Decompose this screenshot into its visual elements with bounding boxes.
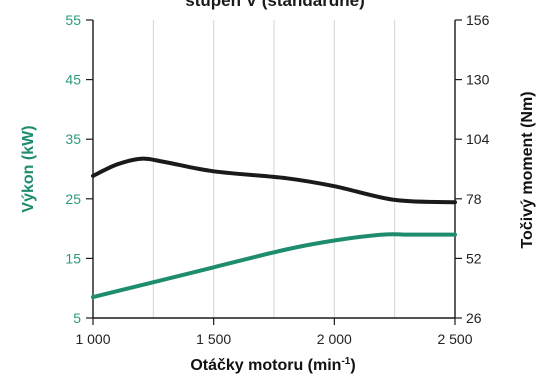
left-tick-label: 45 <box>65 72 81 88</box>
x-axis-label-sup: -1 <box>341 356 350 367</box>
x-tick-label: 1 000 <box>75 331 110 347</box>
right-tick-label: 156 <box>466 12 490 28</box>
right-tick-label: 78 <box>466 191 482 207</box>
left-ticks: 55 45 35 25 15 5 <box>65 12 93 326</box>
torque-line <box>91 156 457 205</box>
x-tick-label: 2 500 <box>437 331 472 347</box>
left-tick-label: 5 <box>73 310 81 326</box>
left-tick-label: 55 <box>65 12 81 28</box>
x-ticks: 1 000 1 500 2 000 2 500 <box>75 318 473 347</box>
chart-title: stupeň V (standardně) <box>185 0 364 10</box>
x-axis-label: Otáčky motoru (min-1) <box>190 356 355 374</box>
left-tick-label: 25 <box>65 191 81 207</box>
left-tick-label: 35 <box>65 131 81 147</box>
power-line <box>91 232 457 300</box>
right-tick-label: 104 <box>466 131 490 147</box>
x-axis-label-tail: ) <box>350 357 355 374</box>
left-tick-label: 15 <box>65 250 81 266</box>
x-axis-label-main: Otáčky motoru (min <box>190 357 341 374</box>
right-tick-label: 26 <box>466 310 482 326</box>
right-ticks: 156 130 104 78 52 26 <box>455 12 490 326</box>
y-axis-label-right: Točivý moment (Nm) <box>519 91 536 248</box>
x-tick-label: 1 500 <box>196 331 231 347</box>
right-tick-label: 52 <box>466 250 482 266</box>
right-tick-label: 130 <box>466 72 490 88</box>
x-tick-label: 2 000 <box>317 331 352 347</box>
series-lines <box>91 156 457 300</box>
y-axis-label-left: Výkon (kW) <box>20 125 37 212</box>
